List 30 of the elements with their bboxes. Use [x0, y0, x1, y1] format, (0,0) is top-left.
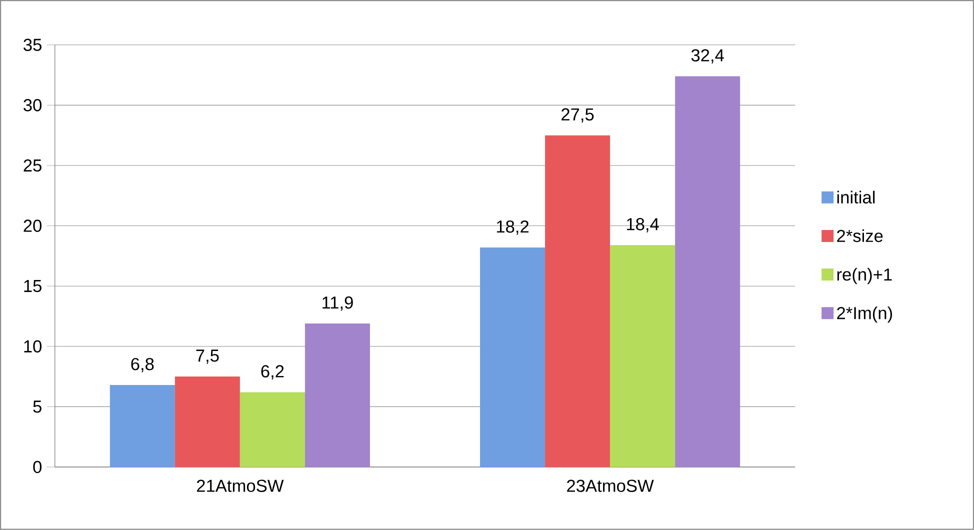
y-tick-label: 0 — [33, 460, 42, 474]
data-label: 6,8 — [131, 358, 154, 372]
data-label: 18,4 — [626, 218, 659, 232]
legend-label: 2*Im(n) — [837, 306, 892, 323]
y-tick-label: 5 — [33, 400, 42, 413]
y-tick-label: 35 — [24, 38, 42, 52]
y-tick-label: 20 — [24, 220, 42, 232]
y-tick-label: 30 — [24, 99, 42, 112]
bar — [610, 245, 676, 468]
legend-label: re(n)+1 — [837, 268, 892, 284]
data-label: 18,2 — [496, 220, 529, 235]
x-tick-label: 21AtmoSW — [196, 480, 284, 492]
legend-label: 2*size — [837, 229, 883, 242]
data-label: 6,2 — [261, 365, 284, 380]
y-tick-label: 10 — [24, 340, 42, 353]
data-label: 11,9 — [322, 296, 353, 311]
bar — [240, 392, 305, 468]
bar — [545, 135, 610, 468]
y-tick-label: 25 — [24, 159, 42, 172]
data-label: 7,5 — [196, 350, 219, 364]
bar — [480, 248, 546, 468]
y-tick-label: 15 — [24, 280, 42, 292]
legend-label: initial — [837, 190, 875, 204]
bar — [174, 376, 240, 468]
data-label: 27,5 — [562, 108, 594, 123]
bar — [110, 385, 175, 468]
bar — [675, 76, 740, 468]
data-label: 32,4 — [691, 49, 724, 64]
bar — [304, 324, 370, 468]
x-tick-label: 23AtmoSW — [567, 480, 654, 492]
